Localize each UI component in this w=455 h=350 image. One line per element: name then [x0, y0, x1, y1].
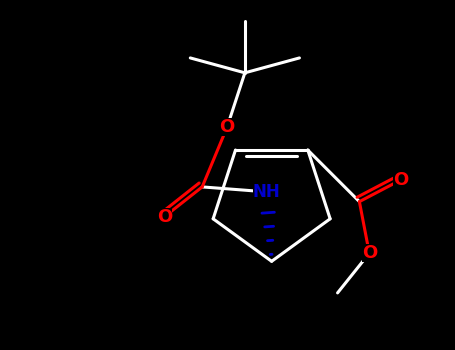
Text: NH: NH [253, 183, 281, 201]
Text: O: O [362, 244, 377, 262]
Text: O: O [219, 118, 235, 136]
Text: O: O [157, 208, 172, 226]
Text: O: O [394, 171, 409, 189]
